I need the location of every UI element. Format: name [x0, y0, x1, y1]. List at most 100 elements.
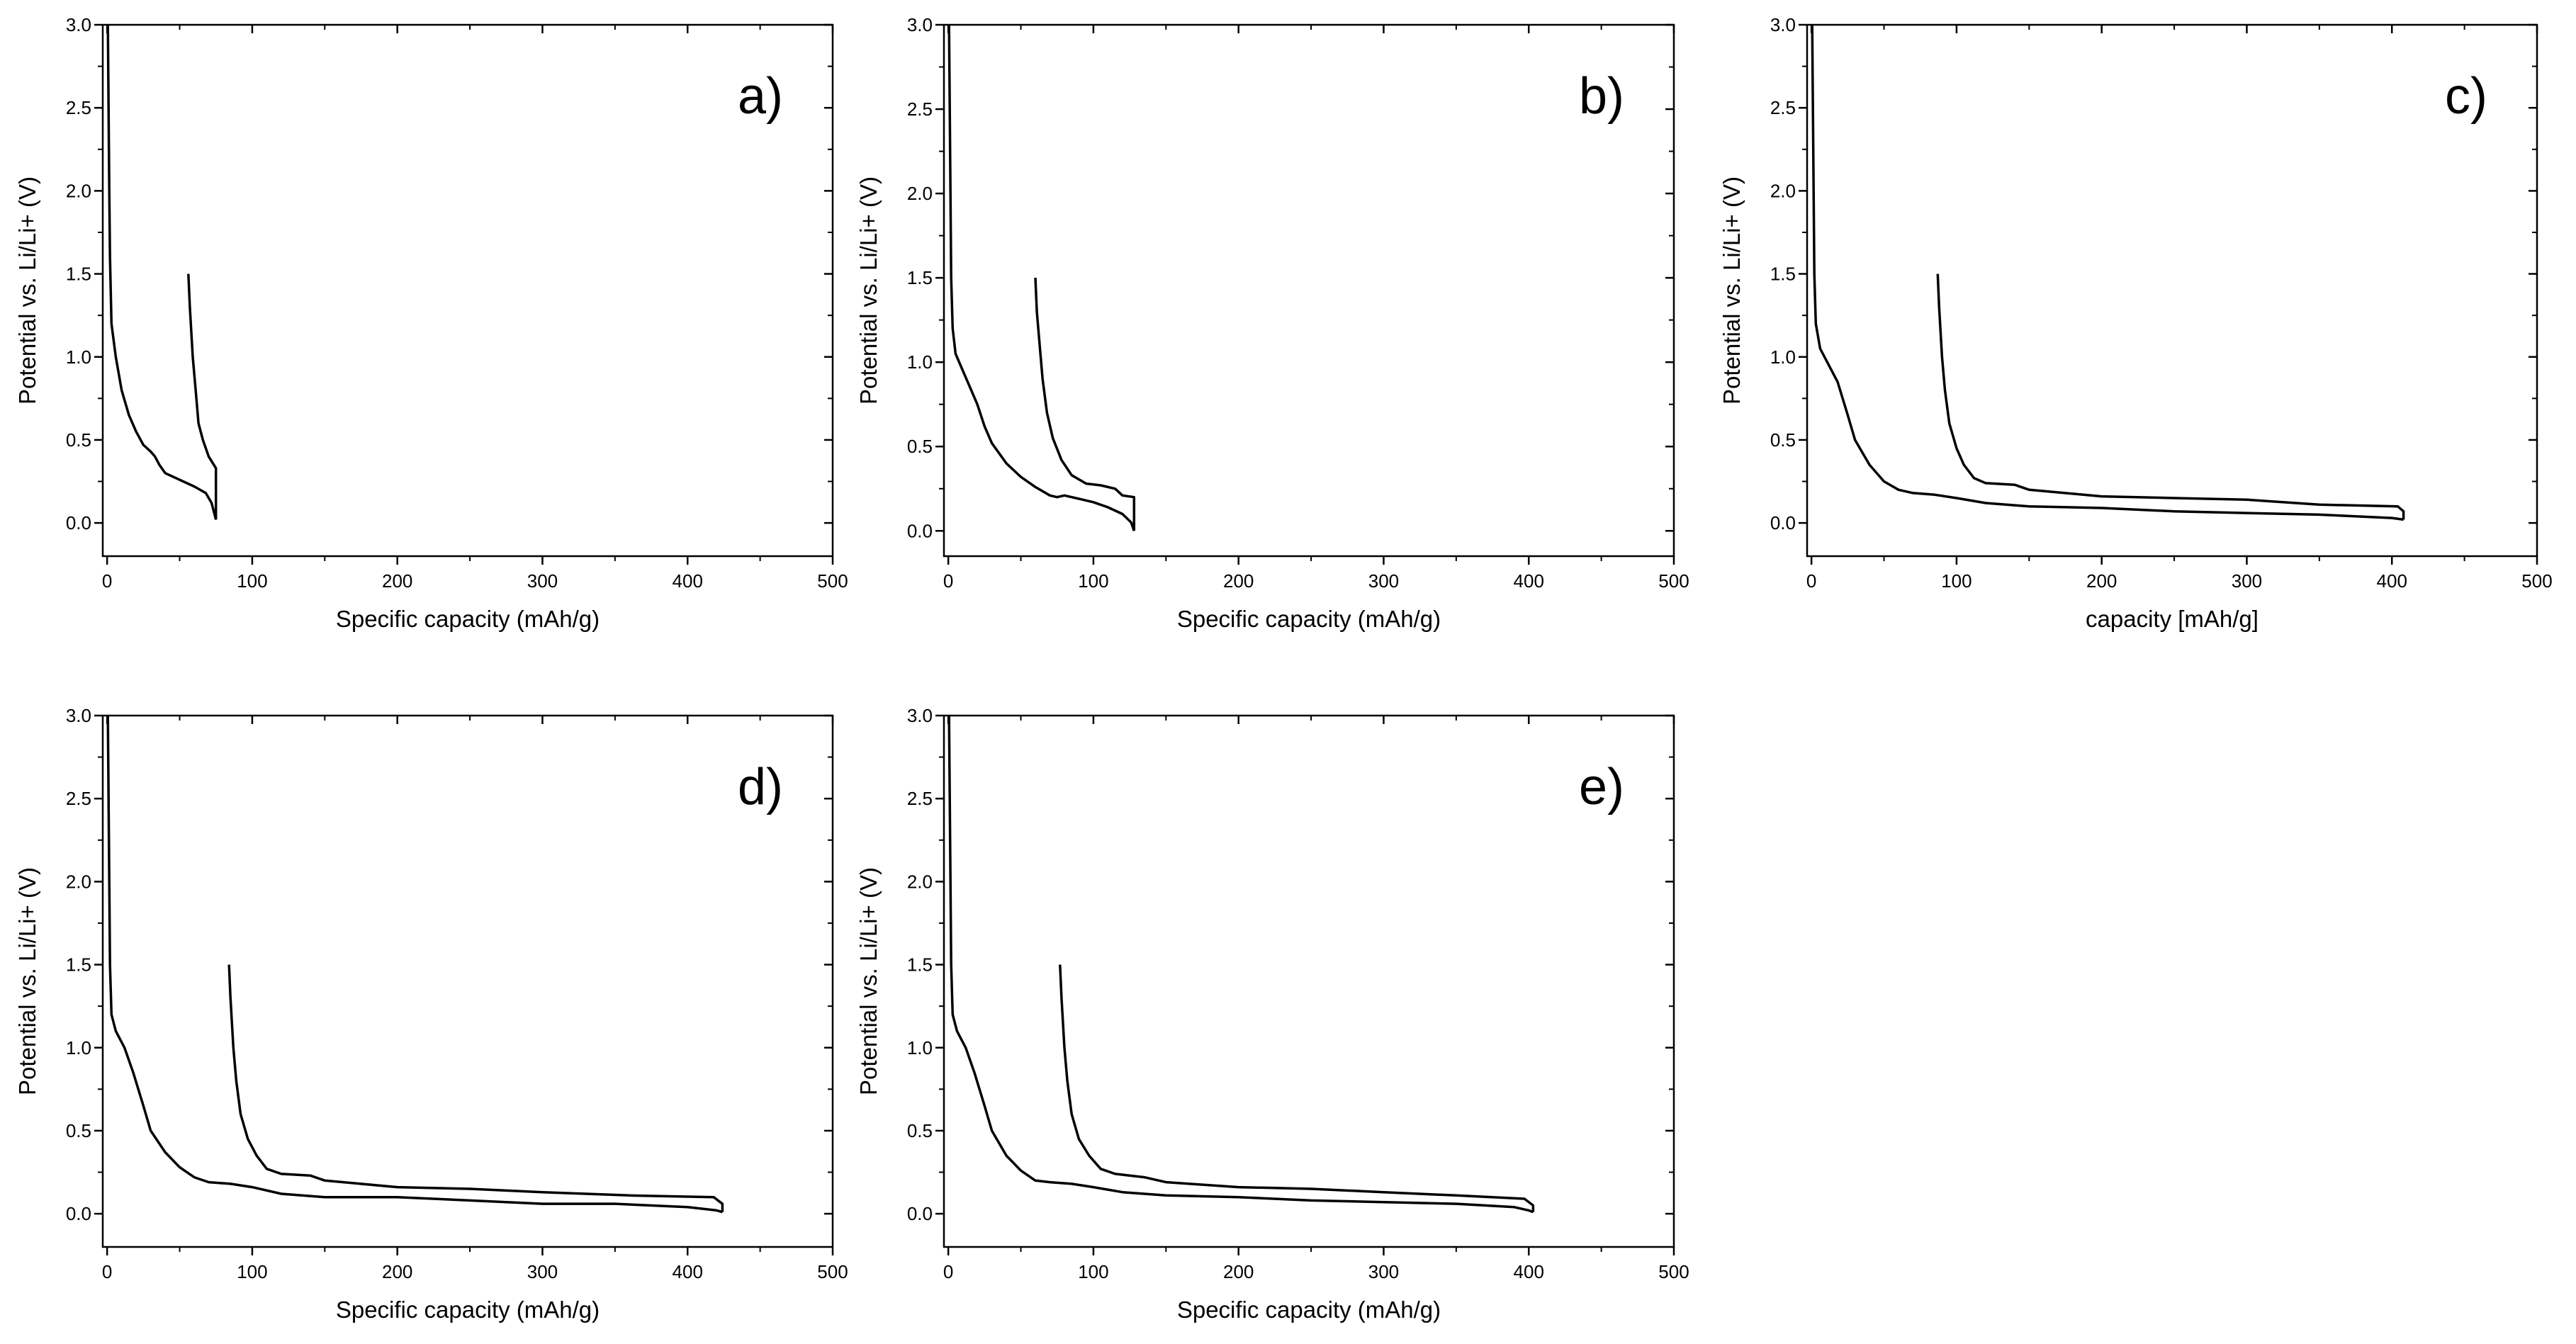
x-axis-title: Specific capacity (mAh/g) [1177, 606, 1441, 632]
y-axis-title: Potential vs. Li/Li+ (V) [14, 176, 40, 405]
y-tick-label: 1.0 [1770, 346, 1796, 368]
series-line-discharge [106, 24, 218, 520]
y-tick-label: 1.0 [907, 351, 933, 373]
chart-panel-4: 0 100 200 300 400 500 0.0 0.5 1.0 1.5 2.0 2.5 3.0 Spe… [14, 705, 848, 1323]
y-tick-label: 0.5 [66, 429, 91, 451]
panel-letter: c) [2445, 68, 2487, 125]
series-line-charge [227, 964, 724, 1212]
x-tick-label: 200 [1223, 1261, 1254, 1282]
x-tick-label: 100 [1078, 570, 1108, 592]
y-tick-label: 1.0 [66, 1037, 91, 1058]
x-tick-label: 300 [527, 1261, 558, 1282]
x-tick-label: 100 [1078, 1261, 1108, 1282]
y-tick-label: 2.5 [66, 97, 91, 118]
y-tick-label: 1.5 [1770, 264, 1796, 285]
x-tick-label: 200 [1223, 570, 1254, 592]
plot-frame [943, 714, 1675, 1248]
x-tick-label: 200 [382, 1261, 412, 1282]
panel-letter: b) [1579, 68, 1624, 125]
x-tick-label: 0 [1806, 570, 1816, 592]
y-tick-label: 3.0 [907, 705, 933, 726]
y-tick-label: 1.5 [907, 954, 933, 976]
x-tick-label: 500 [1658, 570, 1689, 592]
x-tick-label: 400 [2377, 570, 2407, 592]
x-tick-label: 300 [527, 570, 558, 592]
y-tick-label: 0.0 [66, 1203, 91, 1224]
x-tick-label: 500 [817, 1261, 848, 1282]
x-tick-label: 200 [2086, 570, 2117, 592]
chart-panel-1: 0 100 200 300 400 500 0.0 0.5 1.0 1.5 2.0 2.5 3.0 Spe… [14, 14, 848, 632]
plot-frame [1806, 23, 2538, 558]
x-tick-label: 0 [102, 570, 112, 592]
series-line-charge [1936, 273, 2405, 520]
y-tick-label: 0.5 [1770, 429, 1796, 451]
panel-letter: d) [738, 759, 783, 815]
x-tick-label: 400 [1514, 1261, 1544, 1282]
y-axis-title: Potential vs. Li/Li+ (V) [855, 176, 882, 405]
chart-panel-3: 0 100 200 300 400 500 0.0 0.5 1.0 1.5 2.0 2.5 3.0 cap… [1719, 14, 2553, 632]
x-tick-label: 300 [1368, 1261, 1399, 1282]
y-tick-label: 1.0 [66, 346, 91, 368]
plot-frame [101, 23, 834, 558]
x-tick-label: 400 [1514, 570, 1544, 592]
y-tick-label: 0.0 [1770, 512, 1796, 533]
y-tick-label: 2.0 [907, 871, 933, 892]
y-tick-label: 2.0 [907, 183, 933, 204]
y-tick-label: 0.5 [907, 436, 933, 457]
y-tick-label: 3.0 [66, 705, 91, 726]
y-tick-label: 3.0 [907, 14, 933, 35]
series-line-discharge [106, 715, 723, 1214]
x-tick-label: 500 [1658, 1261, 1689, 1282]
y-tick-label: 2.5 [907, 788, 933, 809]
y-tick-label: 1.5 [907, 267, 933, 288]
x-tick-label: 0 [943, 1261, 953, 1282]
x-tick-label: 100 [237, 570, 267, 592]
x-tick-label: 400 [673, 570, 703, 592]
y-axis-title: Potential vs. Li/Li+ (V) [855, 867, 882, 1095]
y-tick-label: 0.0 [907, 1203, 933, 1224]
y-tick-label: 3.0 [66, 14, 91, 35]
y-tick-label: 1.0 [907, 1037, 933, 1058]
y-axis-title: Potential vs. Li/Li+ (V) [14, 867, 40, 1095]
x-tick-label: 200 [382, 570, 412, 592]
y-tick-label: 0.0 [66, 512, 91, 533]
x-tick-label: 400 [673, 1261, 703, 1282]
series-line-charge [1059, 964, 1535, 1212]
plot-frame [943, 23, 1675, 558]
series-line-discharge [947, 715, 1534, 1214]
y-axis-title: Potential vs. Li/Li+ (V) [1719, 176, 1745, 405]
y-tick-label: 0.0 [907, 520, 933, 541]
y-tick-label: 3.0 [1770, 14, 1796, 35]
x-axis-title: Specific capacity (mAh/g) [336, 1297, 600, 1323]
y-tick-label: 0.5 [66, 1120, 91, 1141]
y-tick-label: 1.5 [66, 954, 91, 976]
panel-letter: a) [738, 68, 783, 125]
x-tick-label: 100 [1941, 570, 1972, 592]
plot-frame [101, 714, 834, 1248]
series-line-charge [1034, 278, 1136, 531]
y-tick-label: 2.5 [66, 788, 91, 809]
y-tick-label: 2.0 [66, 871, 91, 892]
y-tick-label: 2.5 [907, 98, 933, 120]
series-line-discharge [1811, 24, 2404, 521]
x-axis-title: Specific capacity (mAh/g) [1177, 1297, 1441, 1323]
x-tick-label: 300 [1368, 570, 1399, 592]
x-axis-title: Specific capacity (mAh/g) [336, 606, 600, 632]
y-tick-label: 2.0 [66, 180, 91, 201]
x-tick-label: 300 [2232, 570, 2262, 592]
series-line-charge [187, 273, 218, 520]
y-tick-label: 1.5 [66, 264, 91, 285]
x-tick-label: 500 [817, 570, 848, 592]
x-tick-label: 0 [943, 570, 953, 592]
x-tick-label: 100 [237, 1261, 267, 1282]
y-tick-label: 2.0 [1770, 180, 1796, 201]
series-line-discharge [947, 24, 1135, 531]
y-tick-label: 2.5 [1770, 97, 1796, 118]
x-axis-title: capacity [mAh/g] [2086, 606, 2259, 632]
x-tick-label: 500 [2521, 570, 2552, 592]
y-tick-label: 0.5 [907, 1120, 933, 1141]
x-tick-label: 0 [102, 1261, 112, 1282]
panel-letter: e) [1579, 759, 1624, 815]
chart-panel-5: 0 100 200 300 400 500 0.0 0.5 1.0 1.5 2.0 2.5 3.0 Spe… [855, 705, 1689, 1323]
